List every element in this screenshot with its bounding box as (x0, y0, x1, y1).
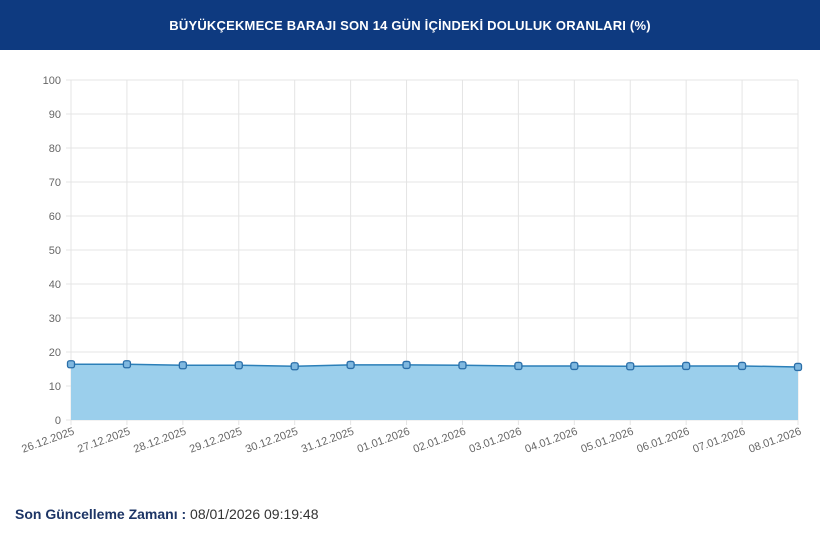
x-tick-label: 30.12.2025 (244, 426, 300, 456)
data-point (290, 362, 299, 371)
x-tick-label: 29.12.2025 (188, 426, 244, 456)
y-tick-label: 90 (49, 109, 61, 121)
data-point (570, 361, 579, 371)
y-tick-label: 70 (49, 177, 61, 189)
x-tick-label: 01.01.2026 (356, 426, 412, 456)
data-point (737, 361, 747, 371)
x-tick-label: 04.01.2026 (523, 426, 579, 456)
fill-rate-chart: 0 10 20 30 40 50 60 70 80 90 100 26.12.2025 27.12.20… (20, 75, 803, 456)
y-tick-label: 30 (49, 313, 61, 325)
y-tick-label: 20 (49, 347, 61, 359)
last-update-value: 08/01/2026 09:19:48 (190, 506, 319, 522)
last-update-label: Son Güncelleme Zamanı : (15, 506, 187, 522)
y-tick-label: 100 (43, 75, 61, 87)
x-tick-label: 03.01.2026 (468, 426, 524, 456)
page-title: BÜYÜKÇEKMECE BARAJI SON 14 GÜN İÇİNDEKİ … (0, 0, 820, 50)
data-point (178, 361, 187, 370)
area-fill (71, 364, 798, 420)
x-tick-label: 02.01.2026 (412, 426, 468, 456)
data-point (346, 360, 355, 370)
data-point (234, 361, 243, 370)
x-tick-label: 05.01.2026 (579, 426, 635, 456)
last-update: Son Güncelleme Zamanı : 08/01/2026 09:19… (15, 506, 319, 522)
data-point (122, 360, 132, 369)
data-point (514, 361, 523, 371)
data-point (458, 361, 467, 370)
x-tick-label: 27.12.2025 (76, 426, 132, 456)
y-tick-label: 60 (49, 211, 61, 223)
x-tick-label: 28.12.2025 (132, 426, 188, 456)
data-point (66, 360, 76, 369)
x-tick-label: 26.12.2025 (20, 426, 76, 456)
data-point (626, 362, 635, 371)
y-tick-label: 80 (49, 143, 61, 155)
series-line (71, 363, 799, 368)
data-point (793, 362, 803, 372)
y-tick-label: 10 (49, 381, 61, 393)
data-point (402, 360, 411, 370)
x-tick-label: 31.12.2025 (300, 426, 356, 456)
y-tick-label: 50 (49, 245, 61, 257)
y-tick-label: 40 (49, 279, 61, 291)
x-tick-label: 07.01.2026 (691, 426, 747, 456)
x-tick-label: 06.01.2026 (635, 426, 691, 456)
y-tick-label: 0 (55, 415, 61, 427)
x-tick-label: 08.01.2026 (747, 426, 803, 456)
data-point (682, 361, 691, 371)
